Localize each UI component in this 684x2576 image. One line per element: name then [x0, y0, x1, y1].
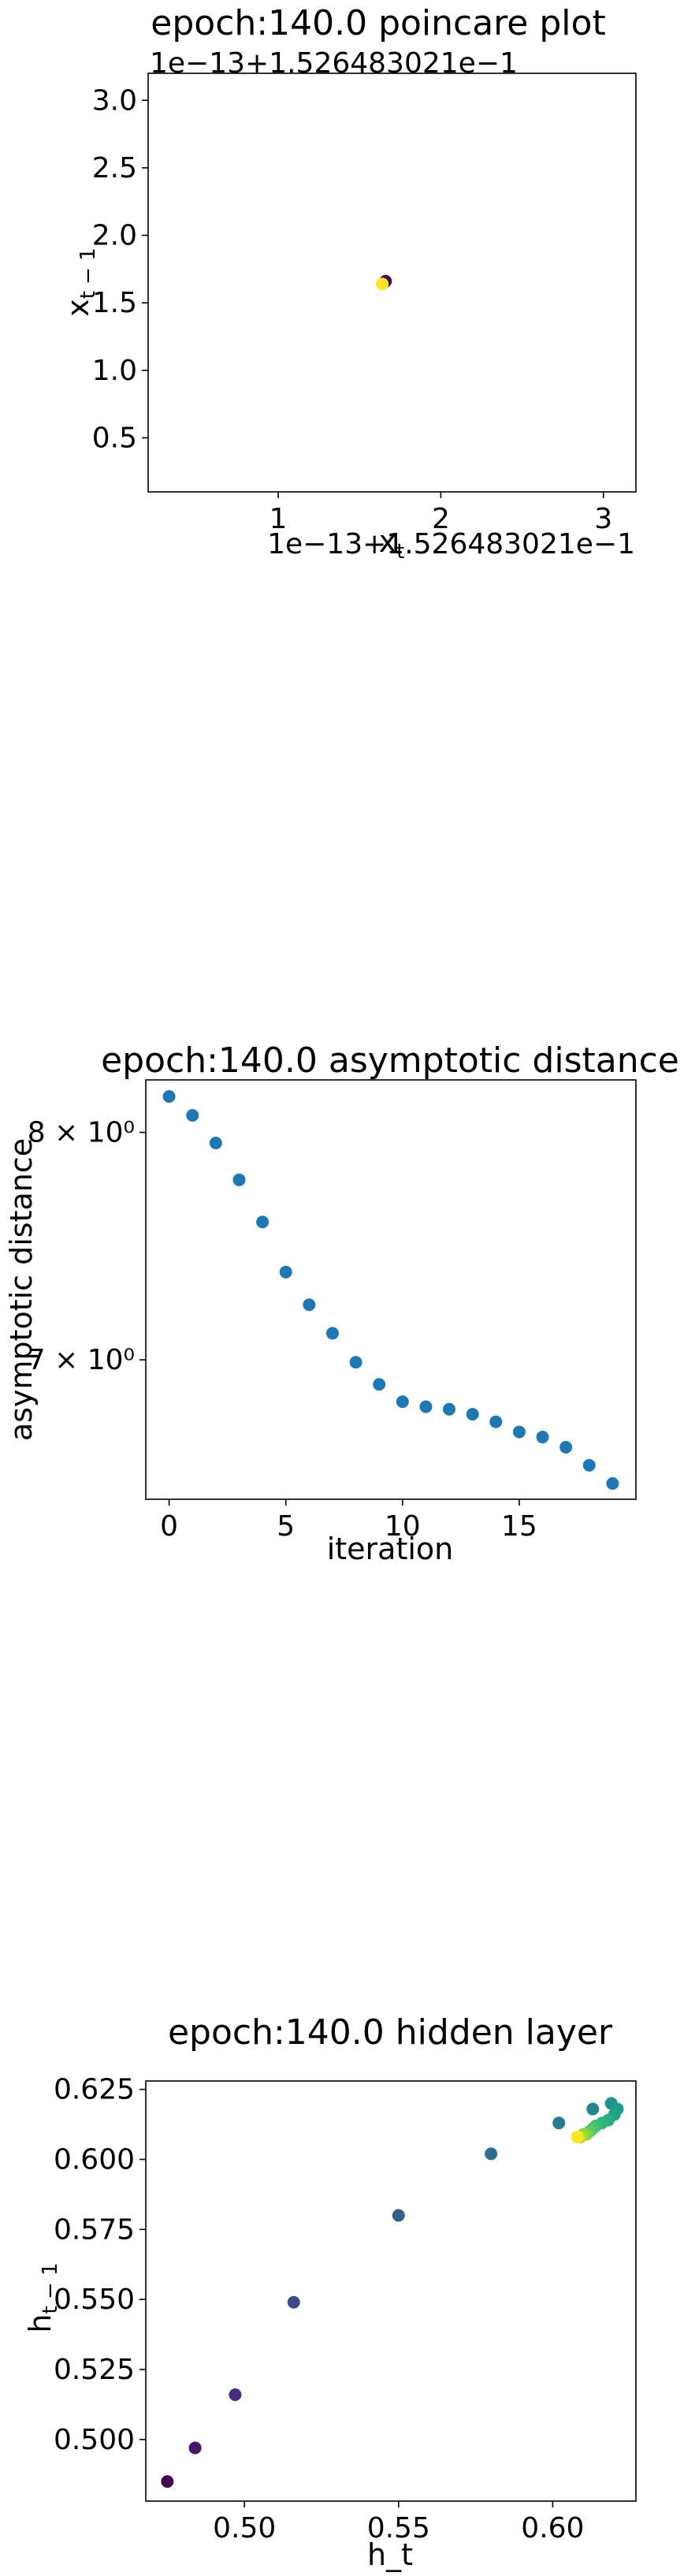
hidden-layer-frame [145, 2080, 637, 2502]
asymptotic-distance-point [606, 1476, 619, 1490]
hidden-layer-points [161, 2097, 624, 2489]
asymptotic-distance-title: epoch:140.0 asymptotic distance [101, 1040, 679, 1081]
asymptotic-distance-y-tick-label: 7 × 10⁰ [28, 1344, 135, 1376]
asymptotic-distance-point [232, 1173, 246, 1186]
poincare-plot-x-tick-label: 3 [594, 503, 612, 535]
hidden-layer-point [392, 2209, 405, 2222]
hidden-layer-y-tick-label: 0.600 [54, 2143, 135, 2176]
hidden-layer-x-axis-label: h_t [367, 2537, 413, 2572]
poincare-plot-x-axis-label-subscript: t [396, 540, 404, 564]
hidden-layer-point [229, 2388, 242, 2401]
poincare-plot-y-axis-label-subscript: t − 1 [76, 248, 100, 299]
asymptotic-distance-point [396, 1395, 409, 1409]
asymptotic-distance-y-axis-label: asymptotic distance [4, 1138, 39, 1441]
poincare-plot-y-tick-label: 1.5 [92, 287, 137, 319]
asymptotic-distance-x-tick-label: 0 [160, 1510, 178, 1543]
asymptotic-distance-x-tick-label: 5 [277, 1510, 295, 1543]
hidden-layer-x-tick-label: 0.50 [213, 2512, 276, 2544]
hidden-layer-y-tick-label: 0.575 [54, 2213, 135, 2246]
hidden-layer-chart: epoch:140.0 hidden layer 0.5000.5250.550… [23, 2012, 637, 2572]
poincare-plot-x-ticks: 1 2 3 [270, 492, 612, 535]
asymptotic-distance-point [443, 1402, 456, 1416]
asymptotic-distance-point [162, 1090, 176, 1104]
asymptotic-distance-chart: epoch:140.0 asymptotic distance 8 × 10⁰ 7… [4, 1040, 679, 1566]
poincare-plot-y-axis-label: xt − 1 [61, 248, 100, 317]
poincare-plot-frame [147, 73, 637, 493]
asymptotic-distance-y-ticks: 8 × 10⁰ 7 × 10⁰ [28, 1117, 146, 1376]
poincare-plot-title: epoch:140.0 poincare plot [151, 3, 605, 43]
hidden-layer-x-tick-label: 0.60 [521, 2512, 584, 2544]
asymptotic-distance-point [349, 1356, 362, 1369]
asymptotic-distance-y-tick-label: 8 × 10⁰ [28, 1117, 135, 1149]
asymptotic-distance-point [559, 1440, 573, 1454]
hidden-layer-point [287, 2295, 300, 2309]
hidden-layer-y-tick-label: 0.550 [54, 2284, 135, 2316]
poincare-plot-point [376, 277, 389, 291]
poincare-plot-x-offset-label: 1e−13+1.526483021e−1 [267, 528, 635, 560]
hidden-layer-point [161, 2475, 174, 2489]
asymptotic-distance-point [325, 1327, 339, 1340]
asymptotic-distance-point [256, 1215, 270, 1229]
asymptotic-distance-point [209, 1137, 222, 1150]
asymptotic-distance-points [162, 1090, 619, 1490]
poincare-plot-x-tick-label: 2 [432, 503, 450, 535]
hidden-layer-title: epoch:140.0 hidden layer [168, 2012, 613, 2053]
asymptotic-distance-point [373, 1378, 386, 1391]
poincare-plot-points [376, 274, 392, 291]
asymptotic-distance-point [279, 1265, 292, 1279]
asymptotic-distance-point [419, 1400, 433, 1413]
hidden-layer-y-tick-label: 0.500 [54, 2424, 135, 2456]
asymptotic-distance-x-ticks: 0 5 10 15 [160, 1499, 537, 1543]
hidden-layer-point [571, 2131, 584, 2144]
asymptotic-distance-x-axis-label: iteration [327, 1532, 454, 1566]
poincare-plot-y-ticks: 0.5 1.0 1.5 2.0 2.5 3.0 [92, 84, 148, 454]
poincare-plot-y-tick-label: 3.0 [92, 84, 137, 117]
poincare-plot-y-tick-label: 2.0 [92, 220, 137, 252]
asymptotic-distance-point [186, 1109, 199, 1122]
poincare-plot-y-offset-label: 1e−13+1.526483021e−1 [150, 47, 518, 80]
poincare-plot-x-tick-label: 1 [270, 503, 288, 535]
hidden-layer-y-axis-label-subscript: t − 1 [39, 2262, 62, 2314]
asymptotic-distance-point [303, 1298, 316, 1312]
asymptotic-distance-x-tick-label: 15 [501, 1510, 537, 1543]
hidden-layer-y-tick-label: 0.525 [54, 2354, 135, 2386]
poincare-plot-chart: epoch:140.0 poincare plot 1e−13+1.526483… [61, 3, 637, 564]
asymptotic-distance-point [489, 1415, 503, 1428]
poincare-plot-y-tick-label: 0.5 [92, 422, 137, 454]
hidden-layer-y-tick-label: 0.625 [54, 2074, 135, 2106]
asymptotic-distance-point [582, 1458, 596, 1472]
hidden-layer-y-ticks: 0.500 0.525 0.550 0.575 0.600 0.625 [54, 2074, 146, 2456]
asymptotic-distance-frame [145, 1079, 637, 1500]
asymptotic-distance-point [512, 1425, 526, 1439]
hidden-layer-x-tick-label: 0.55 [367, 2512, 430, 2544]
hidden-layer-point [552, 2116, 566, 2130]
hidden-layer-point [485, 2147, 498, 2161]
asymptotic-distance-point [536, 1431, 549, 1444]
hidden-layer-x-ticks: 0.50 0.55 0.60 [213, 2501, 584, 2544]
hidden-layer-point [586, 2102, 600, 2116]
asymptotic-distance-point [466, 1408, 479, 1421]
poincare-plot-y-tick-label: 1.0 [92, 355, 137, 387]
hidden-layer-point [188, 2441, 202, 2455]
poincare-plot-y-tick-label: 2.5 [92, 152, 137, 184]
asymptotic-distance-x-tick-label: 10 [385, 1510, 421, 1543]
hidden-layer-y-axis-label: ht − 1 [23, 2262, 62, 2332]
